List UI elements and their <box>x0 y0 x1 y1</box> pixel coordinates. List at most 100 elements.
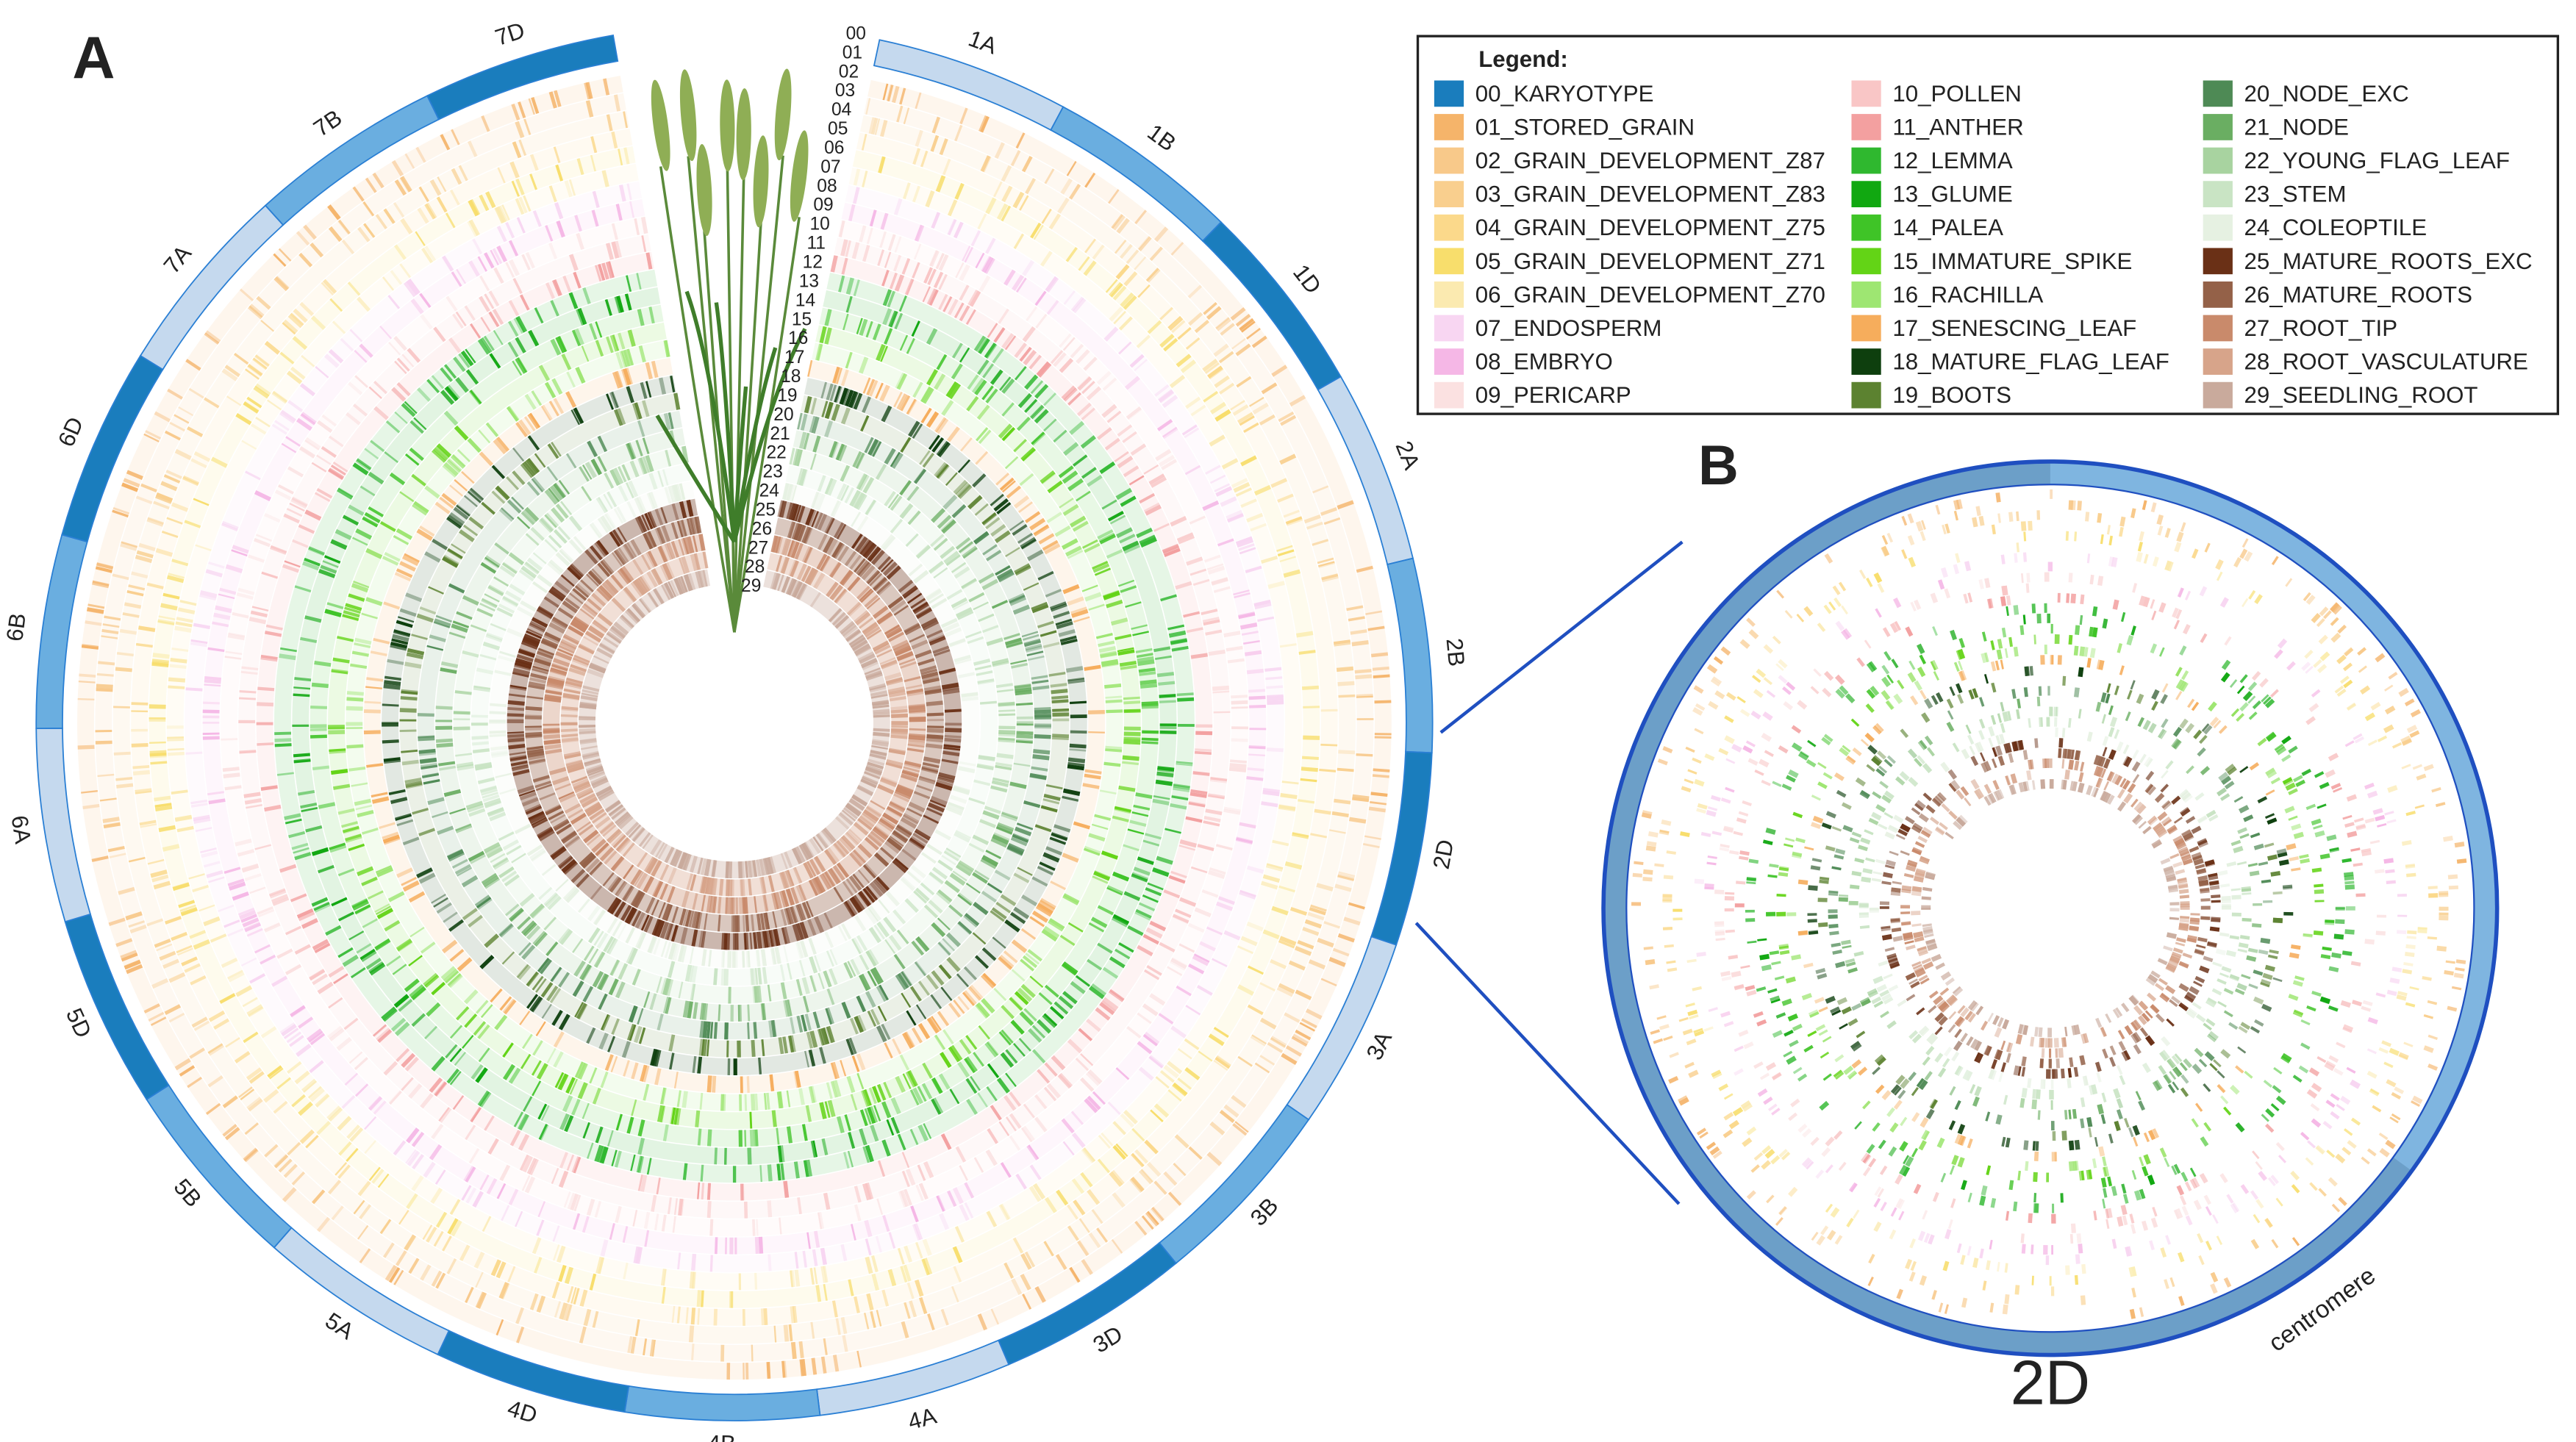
heat-tick <box>925 743 943 750</box>
heat-tick <box>426 645 444 651</box>
heat-tick <box>1001 480 1016 493</box>
heat-tick <box>823 1266 829 1283</box>
heat-tick <box>1356 753 1373 757</box>
heat-tick <box>1338 871 1356 878</box>
heat-tick <box>637 1119 645 1137</box>
heat-tick <box>1024 1251 1036 1268</box>
heat-tick <box>213 1018 230 1030</box>
heat-tick <box>1112 871 1130 882</box>
heat-tick <box>96 562 114 570</box>
heat-tick <box>637 420 645 437</box>
heat-tick <box>600 1071 609 1088</box>
heat-tick <box>1012 1237 1024 1254</box>
heat-tick <box>969 984 984 1000</box>
heat-tick <box>449 1048 462 1063</box>
heat-tick <box>912 381 923 398</box>
heat-tick <box>135 790 152 794</box>
heat-tick <box>753 932 758 950</box>
heat-tick <box>1208 869 1226 879</box>
heat-tick <box>456 504 471 517</box>
heat-tick <box>713 1308 718 1326</box>
heat-tick <box>284 813 301 820</box>
heat-tick <box>1018 501 1033 513</box>
heat-tick <box>967 495 983 510</box>
heat-tick <box>260 320 275 332</box>
heat-tick <box>933 271 944 289</box>
heat-tick <box>1040 805 1058 813</box>
heat-tick <box>985 1149 998 1166</box>
heat-tick <box>660 1105 666 1123</box>
heat-tick <box>573 1194 582 1212</box>
heat-tick <box>551 279 561 297</box>
heat-tick <box>261 571 279 579</box>
heat-tick <box>912 185 920 203</box>
heat-tick <box>976 427 989 442</box>
heat-tick <box>840 369 849 387</box>
heat-tick <box>763 912 770 930</box>
heat-tick <box>1158 1013 1174 1025</box>
heat-tick <box>311 682 329 689</box>
heat-tick <box>1093 871 1110 881</box>
heat-tick <box>726 933 731 950</box>
heat-tick <box>436 902 452 914</box>
heat-tick <box>962 245 971 262</box>
heat-tick <box>872 323 881 341</box>
heat-tick <box>1152 867 1170 878</box>
heat-tick <box>479 275 490 292</box>
heat-tick <box>803 1160 809 1177</box>
heat-tick <box>1364 835 1381 840</box>
heat-tick <box>637 1155 645 1174</box>
heat-tick <box>892 1038 902 1055</box>
heat-tick <box>1141 741 1159 745</box>
heat-tick <box>1264 667 1282 672</box>
heat-tick <box>1025 643 1042 651</box>
heat-tick <box>1115 487 1133 501</box>
heat-tick <box>290 312 304 326</box>
heat-tick <box>526 747 544 753</box>
heat-tick <box>310 315 326 331</box>
heat-tick <box>544 743 562 750</box>
heat-tick <box>751 1344 754 1362</box>
heat-tick <box>501 951 515 965</box>
heat-tick <box>692 1055 697 1073</box>
heat-tick <box>1147 1210 1159 1225</box>
heat-tick <box>373 1100 387 1115</box>
heat-tick <box>548 401 559 417</box>
heat-tick <box>245 470 261 481</box>
heat-tick <box>1262 790 1280 797</box>
heat-tick <box>965 1056 978 1072</box>
heat-tick <box>384 759 401 764</box>
heat-tick <box>205 569 223 578</box>
heat-tick <box>495 1319 504 1336</box>
heat-tick <box>247 364 263 376</box>
heat-tick <box>996 753 1014 759</box>
heat-tick <box>1337 500 1354 510</box>
heat-tick <box>322 279 337 294</box>
heat-tick <box>1343 917 1361 926</box>
heat-tick <box>1139 537 1157 548</box>
heat-tick <box>348 381 363 395</box>
heat-tick <box>349 329 363 342</box>
heat-tick <box>1214 483 1231 492</box>
heat-tick <box>718 897 722 914</box>
heat-tick <box>971 378 985 394</box>
heat-tick <box>446 1068 460 1084</box>
heat-tick <box>521 944 536 960</box>
heat-tick <box>1011 1278 1023 1296</box>
heat-tick <box>1086 1018 1101 1033</box>
heat-tick <box>1276 986 1294 997</box>
heat-tick <box>165 470 182 479</box>
heat-tick <box>419 606 437 615</box>
heat-tick <box>449 189 460 206</box>
heat-tick <box>501 1205 510 1222</box>
heat-tick <box>391 387 407 402</box>
heat-tick <box>154 795 171 802</box>
heat-tick <box>1280 792 1298 800</box>
heat-tick <box>561 733 579 738</box>
heat-tick <box>589 323 598 340</box>
heat-tick <box>595 340 604 357</box>
heat-tick <box>154 803 172 808</box>
heat-tick <box>1033 524 1049 535</box>
heat-tick <box>862 396 871 414</box>
heat-tick <box>440 966 457 980</box>
